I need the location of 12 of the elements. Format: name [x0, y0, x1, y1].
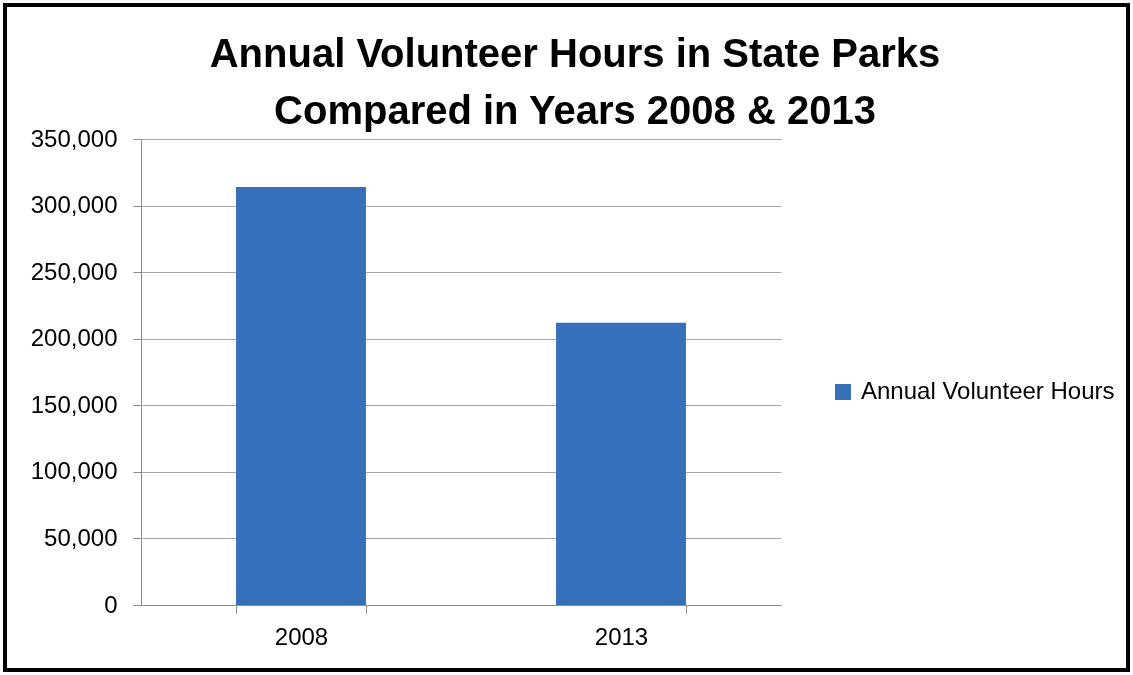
y-tick-label: 150,000 — [30, 390, 118, 418]
y-tick-label: 50,000 — [44, 523, 118, 551]
y-tick-label: 250,000 — [30, 257, 118, 285]
x-tick-label: 2013 — [594, 622, 649, 650]
y-tick-label: 350,000 — [30, 124, 118, 152]
y-tick-label: 100,000 — [30, 457, 118, 485]
y-tick-label: 200,000 — [30, 324, 118, 352]
y-tick-label: 0 — [104, 590, 118, 618]
y-tick-label: 300,000 — [30, 191, 118, 219]
chart-title: Annual Volunteer Hours in State Parks Compared in Years 2008 & 2013 — [209, 31, 941, 132]
x-tick-label: 2008 — [274, 622, 329, 650]
legend-label: Annual Volunteer Hours — [861, 377, 1115, 404]
